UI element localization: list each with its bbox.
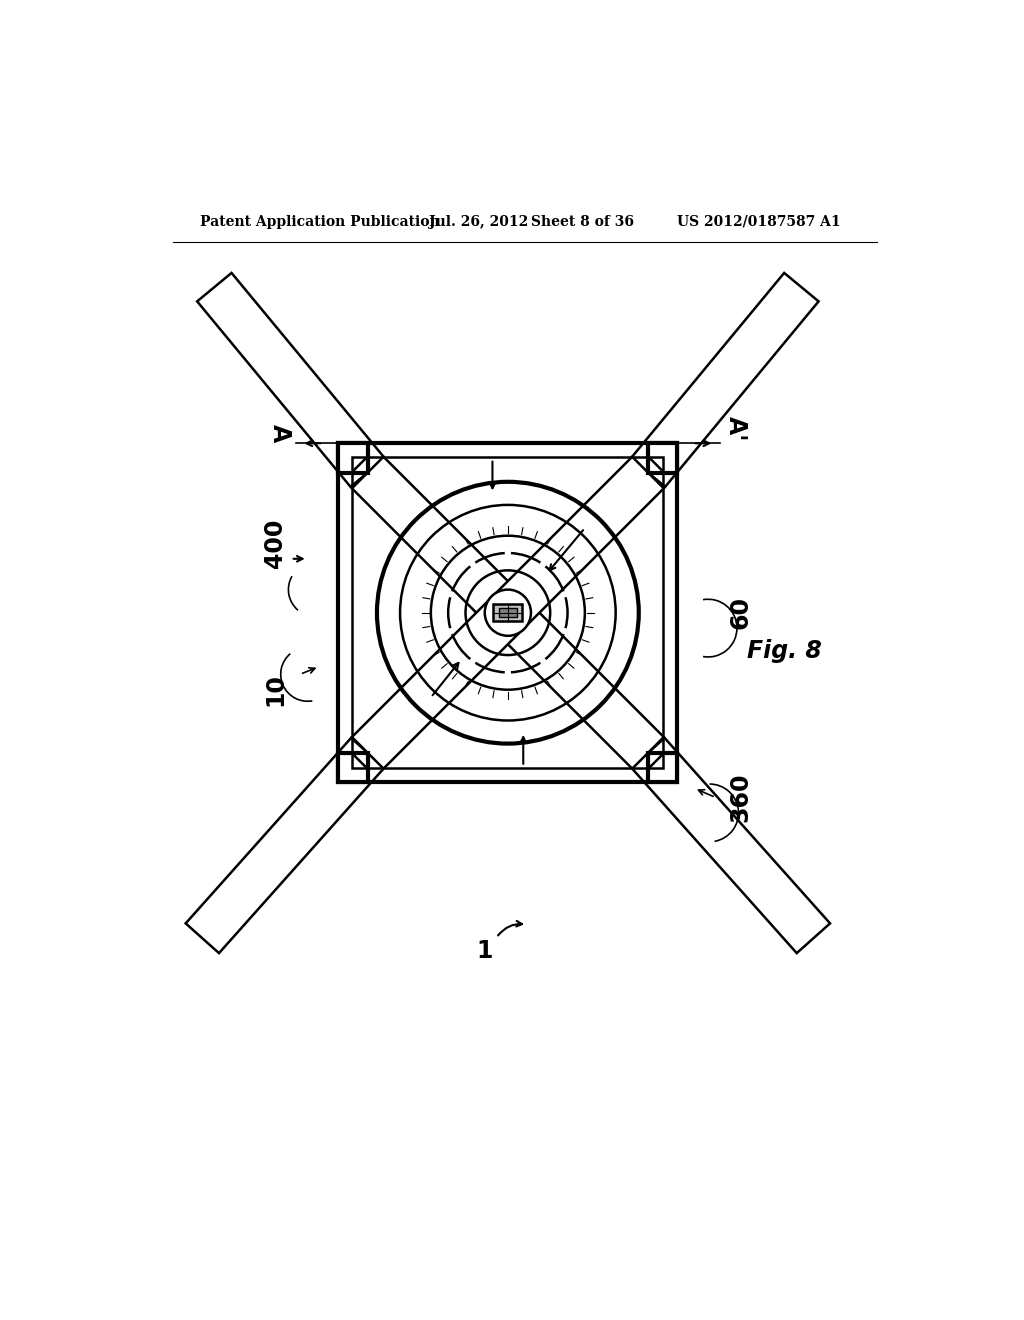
Polygon shape: [499, 609, 517, 618]
Text: Fig. 8: Fig. 8: [746, 639, 821, 663]
Polygon shape: [352, 457, 664, 768]
Text: A': A': [724, 416, 748, 442]
Polygon shape: [339, 444, 368, 473]
Circle shape: [484, 590, 531, 636]
Text: Sheet 8 of 36: Sheet 8 of 36: [531, 215, 634, 228]
Text: 10: 10: [263, 673, 288, 706]
Text: Jul. 26, 2012: Jul. 26, 2012: [429, 215, 528, 228]
Polygon shape: [352, 457, 664, 768]
Polygon shape: [648, 752, 677, 781]
Polygon shape: [648, 444, 677, 473]
Text: US 2012/0187587 A1: US 2012/0187587 A1: [677, 215, 841, 228]
Text: 1: 1: [476, 940, 493, 964]
Polygon shape: [494, 605, 522, 622]
Polygon shape: [632, 738, 830, 953]
Polygon shape: [185, 738, 384, 953]
Polygon shape: [631, 273, 818, 487]
Polygon shape: [198, 273, 385, 487]
Text: A: A: [268, 424, 292, 442]
Text: 400: 400: [263, 519, 288, 568]
Text: 360: 360: [728, 772, 753, 822]
Text: 60: 60: [728, 597, 753, 630]
Polygon shape: [339, 752, 368, 781]
Text: Patent Application Publication: Patent Application Publication: [200, 215, 439, 228]
